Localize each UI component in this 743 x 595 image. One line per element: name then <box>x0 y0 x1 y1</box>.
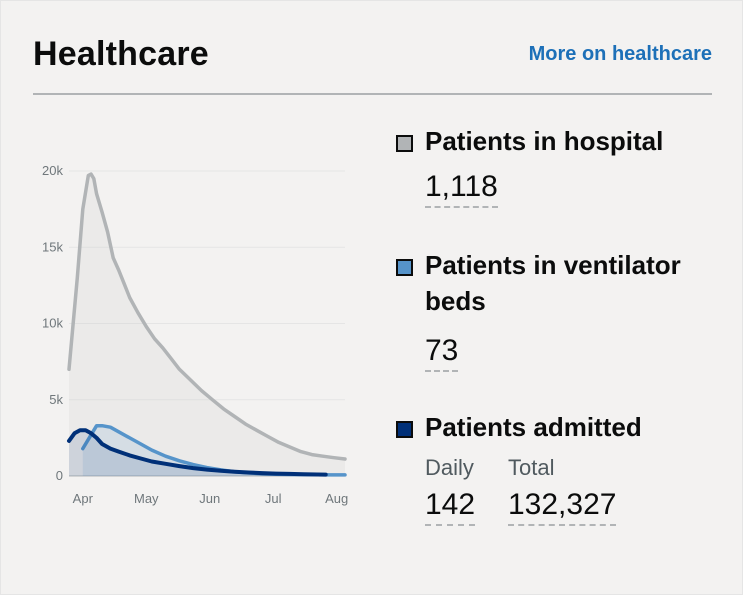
y-tick-label: 5k <box>49 392 63 407</box>
y-tick-label: 10k <box>42 316 63 331</box>
admitted-total-value[interactable]: 132,327 <box>508 487 617 526</box>
x-tick-label: Aug <box>325 491 348 506</box>
hospital-legend-swatch <box>396 135 413 152</box>
series-line <box>67 172 347 461</box>
hospital-value[interactable]: 1,118 <box>425 169 498 208</box>
more-on-healthcare-link[interactable]: More on healthcare <box>528 43 712 65</box>
series-line <box>67 428 328 477</box>
ventilator-label-line2: beds <box>425 286 486 316</box>
ventilator-legend-swatch <box>396 259 413 276</box>
section-header: Healthcare More on healthcare <box>33 29 712 95</box>
hospital-label: Patients in hospital <box>425 126 664 156</box>
y-tick-label: 0 <box>56 468 63 483</box>
ventilator-label-line1: Patients in ventilator <box>425 250 681 280</box>
admitted-daily-label: Daily <box>425 455 474 480</box>
chart-svg: 0 5k 10k 15k 20k Apr May Jun Jul Aug <box>42 163 348 506</box>
x-tick-label: Apr <box>73 491 94 506</box>
admitted-total-label: Total <box>508 455 555 480</box>
healthcare-chart: 0 5k 10k 15k 20k Apr May Jun Jul Aug <box>31 151 361 521</box>
y-tick-label: 15k <box>42 239 63 254</box>
ventilator-value[interactable]: 73 <box>425 333 459 372</box>
x-tick-label: Jul <box>265 491 282 506</box>
x-tick-label: May <box>134 491 159 506</box>
x-tick-label: Jun <box>199 491 220 506</box>
y-tick-label: 20k <box>42 163 63 178</box>
section-title: Healthcare <box>33 35 209 73</box>
series-area <box>82 425 346 476</box>
admitted-label: Patients admitted <box>425 412 642 442</box>
series-area <box>69 174 345 476</box>
series-area <box>69 430 326 476</box>
admitted-daily-value[interactable]: 142 <box>425 487 476 526</box>
admitted-legend-swatch <box>396 421 413 438</box>
